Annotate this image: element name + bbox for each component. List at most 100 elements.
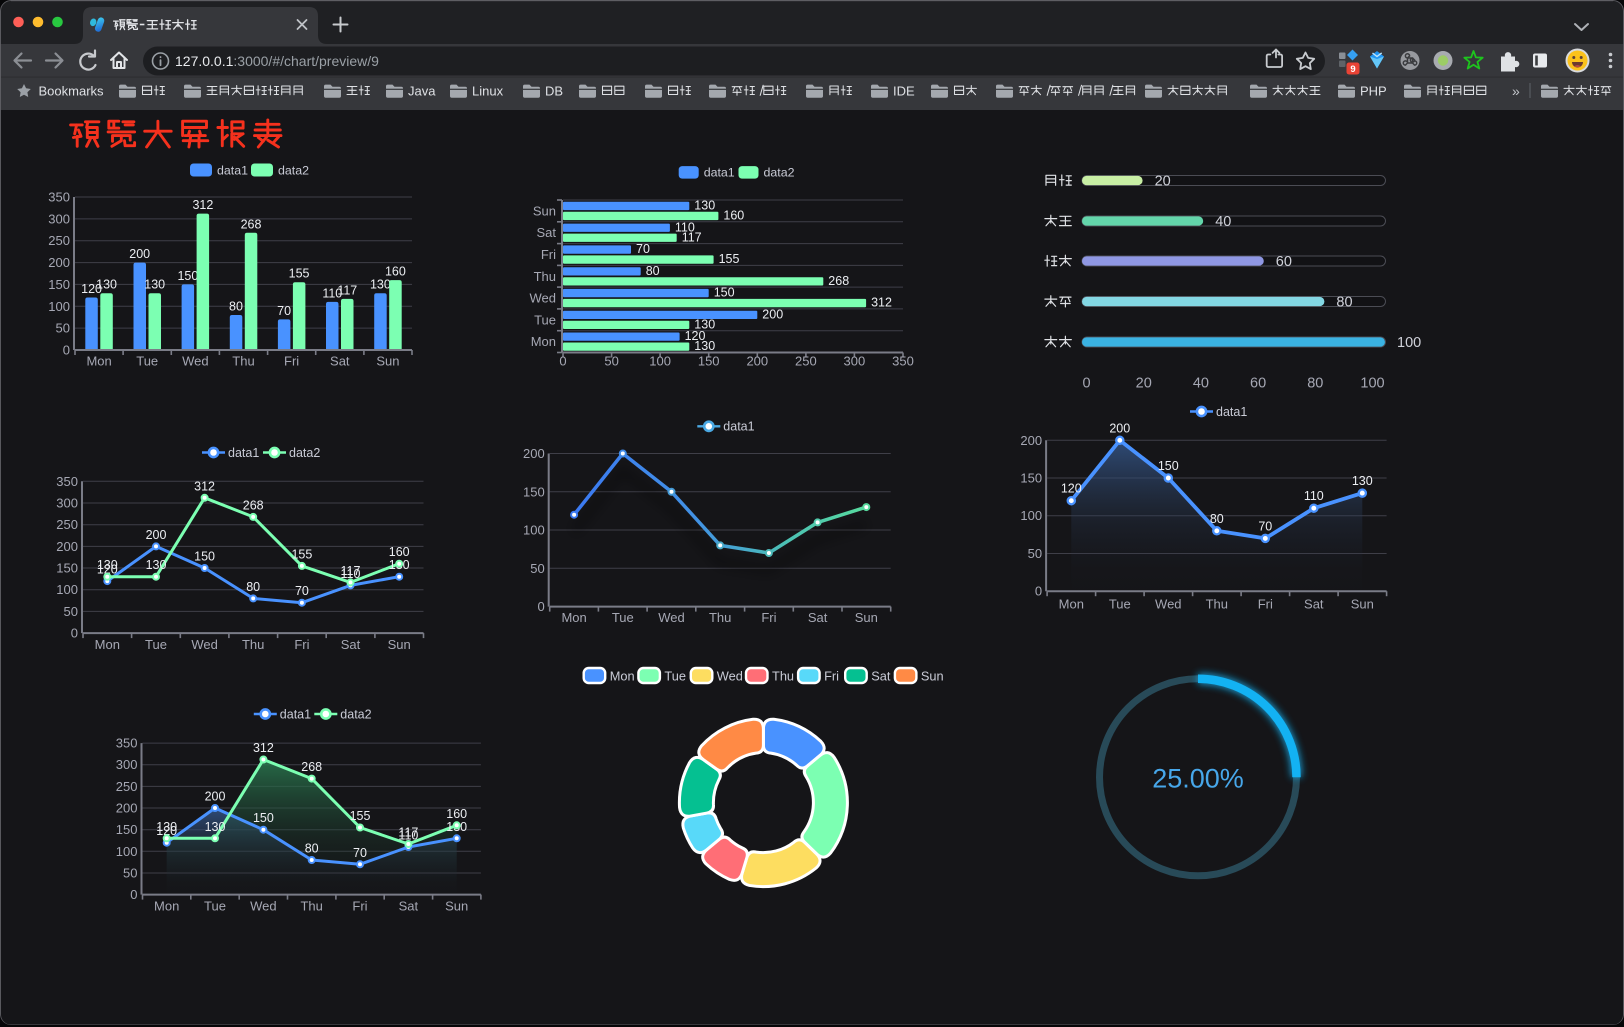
svg-text:Sat: Sat [536, 225, 556, 240]
svg-text:Sun: Sun [855, 610, 878, 625]
svg-text:0: 0 [1082, 376, 1090, 392]
svg-text:120: 120 [1061, 482, 1082, 496]
svg-text:130: 130 [96, 278, 117, 292]
svg-text:Sat: Sat [1304, 597, 1324, 612]
svg-text:Mon: Mon [610, 668, 635, 683]
svg-text:117: 117 [682, 230, 702, 244]
svg-text:110: 110 [322, 286, 342, 300]
svg-text:130: 130 [146, 558, 167, 572]
svg-text:100: 100 [56, 582, 78, 597]
svg-text:Fri: Fri [294, 637, 309, 652]
svg-text:50: 50 [1028, 546, 1042, 561]
svg-text:268: 268 [301, 760, 322, 774]
svg-text:Mon: Mon [531, 334, 556, 349]
svg-text:200: 200 [129, 247, 150, 261]
svg-text:120: 120 [97, 563, 118, 577]
svg-text:312: 312 [194, 479, 215, 493]
svg-text:data2: data2 [764, 166, 795, 180]
svg-text:40: 40 [1193, 376, 1209, 392]
svg-text:200: 200 [746, 354, 768, 369]
svg-text:data1: data1 [228, 446, 259, 460]
svg-text:data1: data1 [217, 163, 248, 177]
svg-text:110: 110 [1304, 489, 1324, 503]
svg-text:Wed: Wed [250, 899, 277, 914]
svg-text:130: 130 [144, 278, 165, 292]
svg-text:150: 150 [116, 822, 138, 837]
svg-text:200: 200 [523, 446, 545, 461]
svg-text:155: 155 [719, 252, 740, 266]
svg-text:20: 20 [1155, 174, 1171, 190]
svg-text:80: 80 [305, 842, 319, 856]
svg-text:IDE: IDE [893, 83, 915, 98]
svg-text:200: 200 [762, 307, 783, 321]
svg-text:350: 350 [116, 736, 138, 751]
svg-text:160: 160 [446, 807, 467, 821]
svg-text:Tue: Tue [612, 610, 634, 625]
svg-text:130: 130 [370, 278, 391, 292]
svg-text:70: 70 [1258, 519, 1272, 533]
svg-text:200: 200 [56, 539, 78, 554]
svg-text:130: 130 [694, 199, 715, 213]
svg-text:0: 0 [559, 354, 566, 369]
svg-text:Tue: Tue [1109, 597, 1131, 612]
svg-text:Thu: Thu [534, 269, 556, 284]
svg-text:130: 130 [205, 820, 226, 834]
svg-text:80: 80 [1336, 295, 1352, 311]
svg-text:150: 150 [714, 286, 735, 300]
svg-text:data1: data1 [280, 707, 311, 721]
svg-text:100: 100 [649, 354, 671, 369]
svg-text:60: 60 [1276, 254, 1292, 270]
svg-text:Linux: Linux [472, 83, 504, 98]
svg-text:20: 20 [1136, 376, 1152, 392]
svg-text:120: 120 [156, 824, 177, 838]
svg-text:110: 110 [398, 829, 418, 843]
svg-text:80: 80 [1210, 512, 1224, 526]
svg-text:130: 130 [97, 558, 118, 572]
svg-text:»: » [1512, 83, 1520, 99]
svg-text:Wed: Wed [530, 291, 557, 306]
svg-text:155: 155 [350, 809, 371, 823]
svg-text:350: 350 [56, 474, 78, 489]
svg-text:Tue: Tue [136, 354, 158, 369]
svg-text:250: 250 [48, 233, 70, 248]
svg-text:350: 350 [892, 354, 914, 369]
svg-text:80: 80 [1307, 376, 1323, 392]
svg-text:data1: data1 [723, 420, 754, 434]
svg-text:Sun: Sun [921, 668, 944, 683]
svg-text:Thu: Thu [709, 610, 731, 625]
svg-text:60: 60 [1250, 376, 1266, 392]
svg-text:150: 150 [253, 811, 274, 825]
svg-text:Fri: Fri [761, 610, 776, 625]
svg-text:Thu: Thu [242, 637, 264, 652]
svg-text:Wed: Wed [182, 354, 209, 369]
svg-text:0: 0 [130, 887, 137, 902]
svg-text:Tue: Tue [145, 637, 167, 652]
svg-text:Thu: Thu [232, 354, 254, 369]
svg-text:50: 50 [64, 604, 78, 619]
svg-text:300: 300 [116, 757, 138, 772]
svg-text:Sat: Sat [808, 610, 828, 625]
svg-text:130: 130 [1352, 474, 1373, 488]
svg-text:70: 70 [636, 242, 650, 256]
svg-text:100: 100 [48, 299, 70, 314]
svg-text:50: 50 [530, 561, 544, 576]
svg-text:Java: Java [408, 83, 436, 98]
svg-text:350: 350 [48, 190, 70, 205]
svg-text:data1: data1 [1216, 405, 1247, 419]
svg-text:Wed: Wed [191, 637, 218, 652]
svg-text:200: 200 [146, 528, 167, 542]
svg-text:110: 110 [341, 567, 361, 581]
svg-text:117: 117 [337, 283, 357, 297]
svg-text:150: 150 [523, 484, 545, 499]
svg-text:155: 155 [289, 267, 310, 281]
svg-text:80: 80 [246, 580, 260, 594]
svg-text:50: 50 [56, 321, 70, 336]
svg-text:Fri: Fri [541, 247, 556, 262]
svg-text:Mon: Mon [154, 899, 179, 914]
svg-text:70: 70 [295, 584, 309, 598]
svg-text:100: 100 [1020, 508, 1042, 523]
svg-text:150: 150 [1020, 471, 1042, 486]
svg-text:Tue: Tue [664, 668, 686, 683]
svg-text:Wed: Wed [717, 668, 743, 683]
svg-text:Wed: Wed [658, 610, 685, 625]
